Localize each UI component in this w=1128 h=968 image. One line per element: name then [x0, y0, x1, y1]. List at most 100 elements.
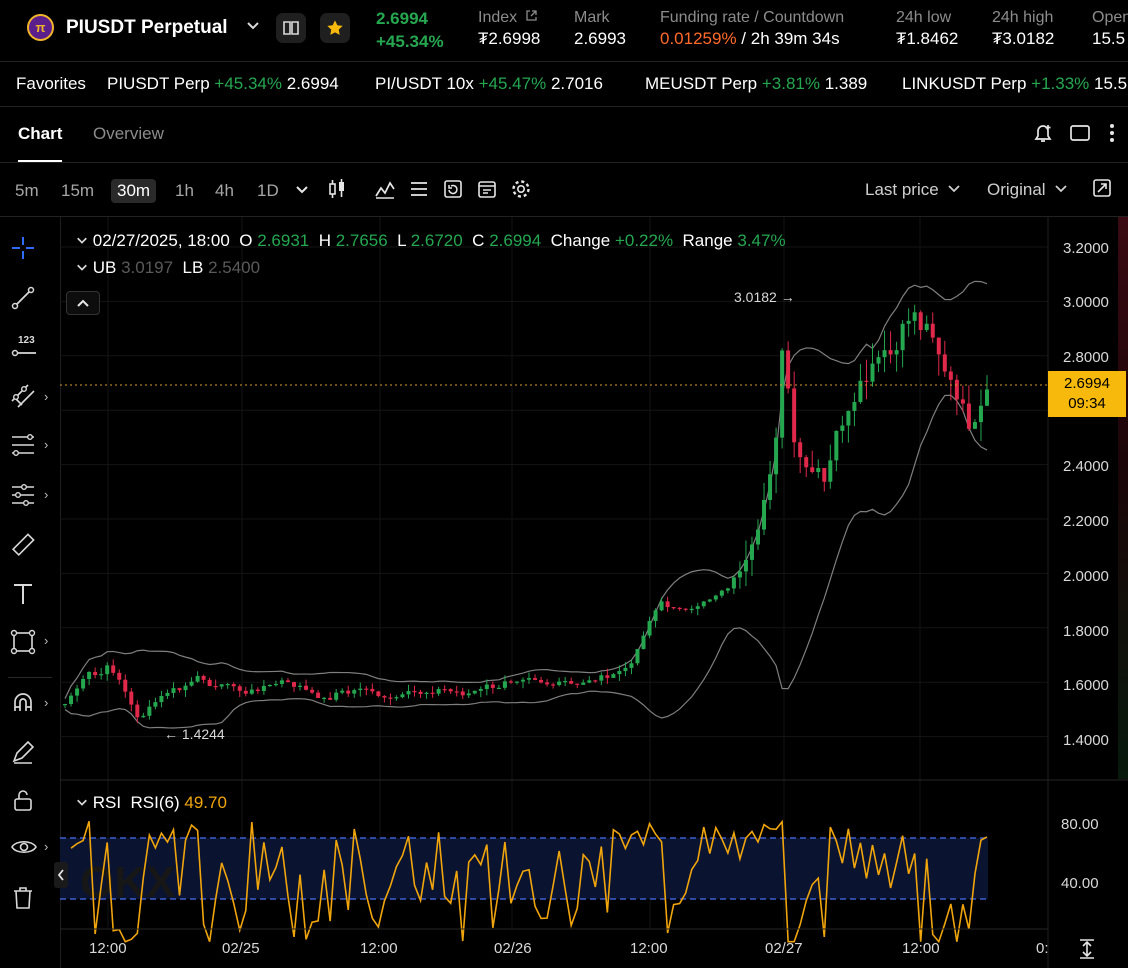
layout-panel-icon[interactable]	[1069, 123, 1091, 148]
chevron-down-icon[interactable]	[295, 182, 317, 204]
trend-line-icon[interactable]	[10, 285, 36, 311]
chevron-right-icon[interactable]: ›	[44, 633, 49, 648]
candlestick-type-icon[interactable]	[326, 178, 348, 200]
trash-icon[interactable]	[10, 885, 36, 911]
calendar-icon[interactable]	[476, 178, 498, 200]
ruler-icon[interactable]	[10, 532, 36, 558]
pattern-tool-icon[interactable]	[10, 482, 36, 508]
chevron-down-icon[interactable]	[76, 261, 88, 273]
candle	[249, 683, 254, 695]
candle	[774, 427, 779, 494]
chevron-right-icon[interactable]: ›	[44, 437, 49, 452]
rsi-axis-label: 40.00	[1061, 875, 1099, 892]
stat-index-value: ₮2.6998	[478, 29, 541, 48]
favorite-item[interactable]: MEUSDT Perp +3.81% 1.389	[645, 74, 867, 94]
book-icon[interactable]	[276, 13, 306, 43]
candle	[352, 688, 357, 698]
timeframe-30m[interactable]: 30m	[111, 179, 157, 203]
chart-canvas[interactable]: OKX	[60, 217, 1128, 968]
parallel-channel-icon[interactable]	[10, 383, 36, 409]
fib-retracement-icon[interactable]	[10, 432, 36, 458]
chevron-down-icon[interactable]	[246, 18, 260, 35]
indicators-icon[interactable]	[374, 178, 396, 200]
favorite-item-price: 2.7016	[550, 74, 603, 93]
candle	[267, 684, 272, 688]
chevron-down-icon[interactable]	[76, 796, 88, 808]
timeframe-4h[interactable]: 4h	[215, 181, 234, 200]
tab-chart[interactable]: Chart	[18, 124, 63, 143]
price-source-dropdown[interactable]: Last price	[865, 180, 961, 200]
favorites-label: Favorites	[16, 74, 86, 93]
candle	[129, 687, 134, 712]
crosshair-icon[interactable]	[10, 235, 36, 261]
candle	[780, 348, 785, 449]
list-settings-icon[interactable]	[408, 178, 430, 200]
divider	[0, 216, 1128, 217]
fullscreen-icon[interactable]	[1092, 178, 1114, 200]
candle	[972, 419, 977, 430]
timeframe-1d[interactable]: 1D	[257, 181, 279, 200]
view-mode-dropdown[interactable]: Original	[987, 180, 1068, 200]
favorite-item-change: +45.47%	[478, 74, 547, 93]
chevron-down-icon[interactable]	[76, 234, 88, 246]
candle	[876, 350, 881, 373]
candle	[798, 437, 803, 474]
candle	[87, 671, 92, 686]
shapes-icon[interactable]	[10, 629, 36, 655]
settings-gear-icon[interactable]	[510, 178, 532, 200]
price-chart[interactable]: OKX 02/27/2025, 18:00 O 2.6931 H 2.7656 …	[54, 217, 1128, 968]
stat-open-label: Open	[1092, 9, 1128, 26]
favorite-star-icon[interactable]	[320, 13, 350, 43]
lock-icon[interactable]	[10, 787, 36, 813]
price-axis-label: 1.4000	[1063, 732, 1109, 749]
favorite-item[interactable]: PI/USDT 10x +45.47% 2.7016	[375, 74, 603, 94]
price-axis-label: 2.2000	[1063, 513, 1109, 530]
drawing-toolbar: 123 › › › › › ›	[0, 217, 61, 968]
grid-lines	[60, 217, 1048, 929]
chevron-right-icon[interactable]: ›	[44, 695, 49, 710]
time-axis-label: 02/25	[222, 940, 260, 957]
favorite-item-name: MEUSDT Perp	[645, 74, 758, 93]
divider	[8, 677, 52, 678]
symbol-header: π PIUSDT Perpetual 2.6994 +45.34% Index …	[0, 0, 1128, 60]
candle	[496, 684, 501, 690]
chevron-right-icon[interactable]: ›	[44, 487, 49, 502]
favorite-item[interactable]: PIUSDT Perp +45.34% 2.6994	[107, 74, 339, 94]
chevron-right-icon[interactable]: ›	[44, 389, 49, 404]
tab-overview[interactable]: Overview	[93, 124, 164, 143]
collapse-pane-button[interactable]	[54, 862, 68, 888]
replay-icon[interactable]	[442, 178, 464, 200]
symbol-title[interactable]: PIUSDT Perpetual	[66, 17, 228, 38]
timeframe-15m[interactable]: 15m	[61, 181, 95, 200]
candlestick-series	[63, 304, 989, 723]
external-link-icon[interactable]	[525, 9, 538, 22]
ohlc-legend: 02/27/2025, 18:00 O 2.6931 H 2.7656 L 2.…	[76, 231, 786, 251]
lower-band	[64, 394, 988, 729]
chevron-right-icon[interactable]: ›	[44, 839, 49, 854]
pencil-icon[interactable]	[10, 739, 36, 765]
price-label-icon[interactable]: 123	[10, 333, 36, 359]
timeframe-1h[interactable]: 1h	[175, 181, 194, 200]
timeframe-5m[interactable]: 5m	[15, 181, 39, 200]
magnet-icon[interactable]	[10, 691, 36, 717]
auto-scale-icon[interactable]	[1077, 938, 1097, 965]
legend-h-label: H	[318, 231, 331, 250]
candle	[316, 689, 321, 699]
candle	[960, 385, 965, 413]
candle	[737, 561, 742, 589]
favorite-item[interactable]: LINKUSDT Perp +1.33% 15.5	[902, 74, 1128, 94]
text-tool-icon[interactable]	[10, 581, 36, 607]
collapse-legend-button[interactable]	[66, 291, 100, 315]
candle	[756, 519, 760, 550]
candle	[141, 712, 146, 718]
candle	[412, 685, 417, 697]
alarm-clock-icon[interactable]	[1032, 122, 1054, 149]
candle	[864, 359, 869, 400]
more-vertical-icon[interactable]	[1108, 122, 1116, 149]
eye-icon[interactable]	[10, 834, 37, 860]
price-axis-label: 2.0000	[1063, 568, 1109, 585]
favorite-item-name: PIUSDT Perp	[107, 74, 210, 93]
stat-24h-high-value: ₮3.0182	[992, 29, 1055, 48]
stat-24h-high: 24h high ₮3.0182	[992, 9, 1054, 49]
rsi-name: RSI(6)	[130, 793, 180, 812]
